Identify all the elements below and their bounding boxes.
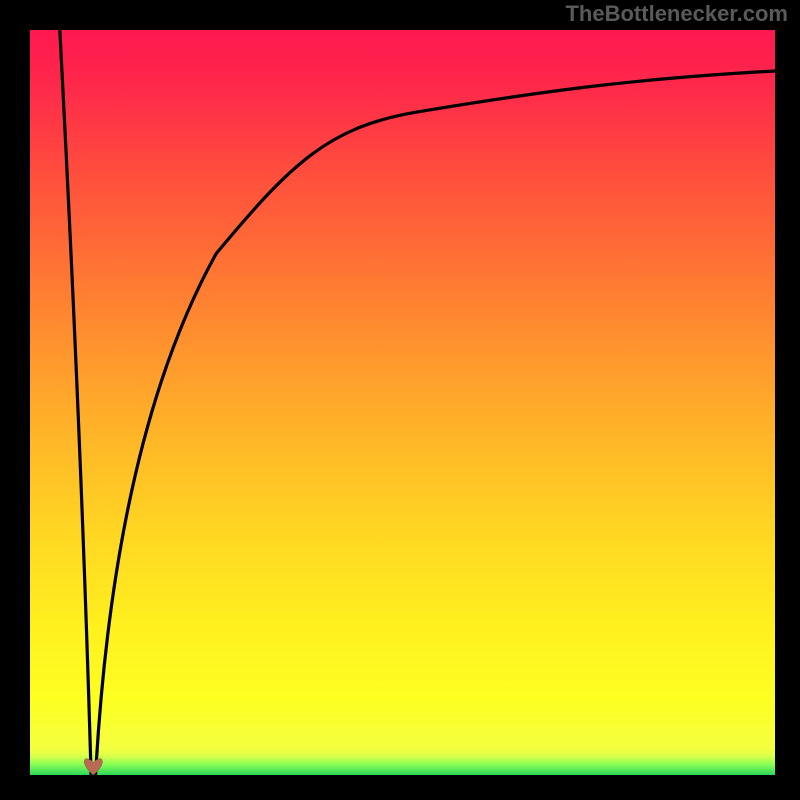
plot-area xyxy=(30,30,775,775)
gradient-background xyxy=(30,30,775,775)
chart-root: TheBottlenecker.com xyxy=(0,0,800,800)
watermark-text: TheBottlenecker.com xyxy=(565,1,788,27)
plot-svg xyxy=(30,30,775,775)
